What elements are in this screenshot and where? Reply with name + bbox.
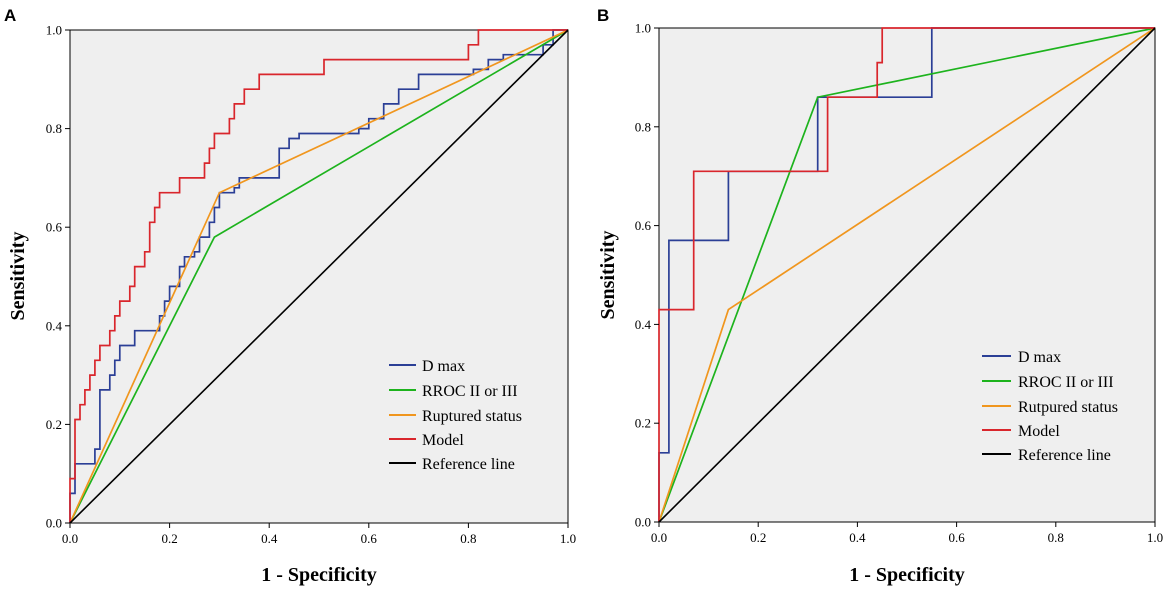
panel-b-ticks: 0.0 0.2 0.4 0.6 0.8 1.0 0.0 0.2 0.4 0.6 0.8 1.0 [635,21,1163,546]
panel-a-series [69,29,569,524]
x-tick-label: 0.6 [361,531,378,546]
panel-b-x-axis-title: 1 - Specificity [849,564,965,586]
legend-label-rroc: RROC II or III [422,383,518,400]
panel-a: A 0.0 0.2 0.4 0.6 0.8 1.0 0.0 0.2 0.4 0.6 0.8 1.0 1… [4,6,576,586]
y-tick-label: 0.4 [635,317,652,332]
panel-b-series-model [658,27,1155,522]
panel-b-y-axis-title: Sensitivity [597,231,619,320]
x-tick-label: 1.0 [560,531,576,546]
panel-a-label: A [4,6,16,25]
panel-a-legend: D max RROC II or III Ruptured status Mod… [389,358,522,473]
panel-a-y-axis-title: Sensitivity [7,232,29,321]
panel-b: B 0.0 0.2 0.4 0.6 0.8 1.0 0.0 0.2 0.4 0.6 0.8 1.0 1… [597,6,1163,586]
panel-a-series-reference [69,29,569,524]
legend-label-dmax: D max [1018,349,1061,366]
legend-label-reference: Reference line [1018,447,1111,464]
y-tick-label: 0.0 [46,516,62,531]
x-tick-label: 0.2 [750,530,766,545]
panel-a-x-axis-title: 1 - Specificity [261,564,377,586]
x-tick-label: 1.0 [1147,530,1163,545]
panel-b-series-reference [658,27,1156,523]
legend-label-model: Model [422,432,464,449]
x-tick-label: 0.0 [651,530,667,545]
y-tick-label: 0.2 [46,417,62,432]
x-tick-label: 0.2 [161,531,177,546]
y-tick-label: 0.2 [635,416,651,431]
panel-b-series-rroc [658,27,1156,523]
y-tick-label: 1.0 [635,21,651,36]
panel-a-series-dmax [69,29,568,523]
panel-a-series-rroc [69,29,569,524]
x-tick-label: 0.0 [62,531,78,546]
y-tick-label: 0.6 [635,218,652,233]
legend-label-ruptured: Rutpured status [1018,399,1118,416]
legend-label-dmax: D max [422,358,465,375]
panel-a-series-model [69,29,568,523]
legend-label-rroc: RROC II or III [1018,374,1114,391]
y-tick-label: 0.8 [635,119,651,134]
panel-a-series-ruptured [69,29,569,524]
x-tick-label: 0.6 [948,530,965,545]
x-tick-label: 0.4 [261,531,278,546]
y-tick-label: 0.0 [635,515,651,530]
y-tick-label: 0.6 [46,220,63,235]
y-tick-label: 1.0 [46,23,62,38]
panel-b-series-ruptured [658,27,1156,523]
legend-label-ruptured: Ruptured status [422,408,522,425]
x-tick-label: 0.4 [849,530,866,545]
legend-label-model: Model [1018,423,1060,440]
legend-label-reference: Reference line [422,456,515,473]
x-tick-label: 0.8 [460,531,476,546]
panel-a-ticks: 0.0 0.2 0.4 0.6 0.8 1.0 0.0 0.2 0.4 0.6 0.8 1.0 [46,23,576,547]
y-tick-label: 0.4 [46,318,63,333]
y-tick-label: 0.8 [46,121,62,136]
x-tick-label: 0.8 [1048,530,1064,545]
panel-b-label: B [597,6,609,25]
panel-b-legend: D max RROC II or III Rutpured status Mod… [982,349,1118,464]
panel-b-series [658,27,1156,523]
